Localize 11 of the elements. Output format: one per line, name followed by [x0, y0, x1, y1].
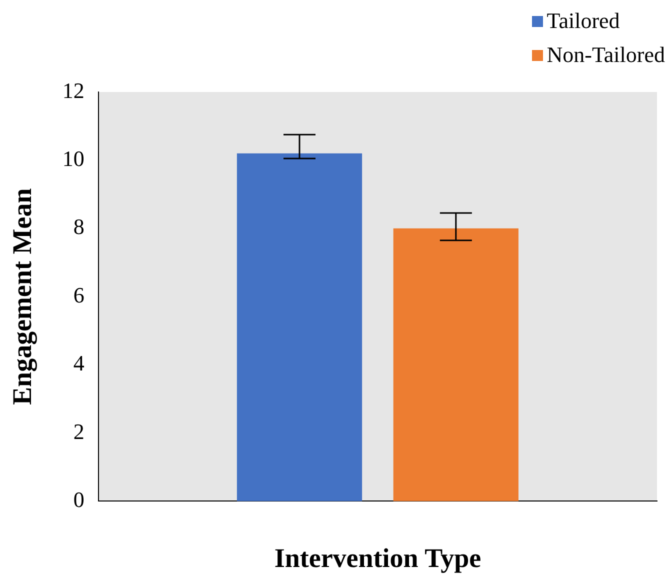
y-tick-label: 8: [73, 214, 84, 240]
y-tick-label: 6: [73, 282, 84, 308]
y-tick-label: 10: [62, 146, 84, 171]
y-tick-label: 4: [73, 350, 84, 376]
y-tick-label: 0: [73, 486, 84, 512]
x-axis-title: Intervention Type: [274, 542, 482, 573]
y-tick-label: 12: [62, 78, 84, 103]
y-tick-label: 2: [73, 418, 84, 444]
y-axis-title: Engagement Mean: [7, 188, 38, 405]
legend-label: Non-Tailored: [546, 42, 665, 68]
legend-label: Tailored: [546, 8, 620, 34]
